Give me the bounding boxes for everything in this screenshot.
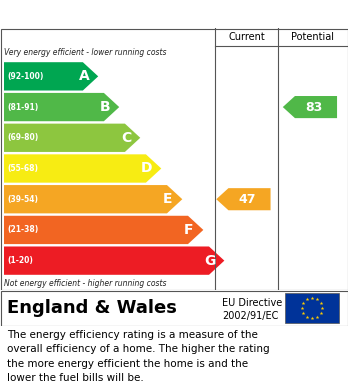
- Text: 83: 83: [305, 100, 322, 113]
- Text: G: G: [204, 254, 216, 268]
- Text: Energy Efficiency Rating: Energy Efficiency Rating: [7, 7, 209, 22]
- Polygon shape: [4, 93, 119, 121]
- Polygon shape: [216, 188, 270, 210]
- Polygon shape: [283, 96, 337, 118]
- Text: C: C: [121, 131, 131, 145]
- Text: (39-54): (39-54): [7, 195, 38, 204]
- Text: D: D: [141, 161, 153, 176]
- Polygon shape: [4, 185, 182, 213]
- Text: England & Wales: England & Wales: [7, 299, 177, 317]
- Text: Not energy efficient - higher running costs: Not energy efficient - higher running co…: [4, 279, 166, 288]
- Text: EU Directive: EU Directive: [222, 298, 282, 308]
- Bar: [285, 293, 339, 323]
- Polygon shape: [4, 216, 203, 244]
- Polygon shape: [4, 62, 98, 90]
- Text: 2002/91/EC: 2002/91/EC: [222, 311, 278, 321]
- Text: The energy efficiency rating is a measure of the
overall efficiency of a home. T: The energy efficiency rating is a measur…: [7, 330, 270, 383]
- Text: Potential: Potential: [292, 32, 334, 42]
- Text: (1-20): (1-20): [7, 256, 33, 265]
- Text: (21-38): (21-38): [7, 226, 38, 235]
- Text: E: E: [163, 192, 173, 206]
- Text: (81-91): (81-91): [7, 102, 38, 111]
- Polygon shape: [4, 154, 161, 183]
- Text: B: B: [100, 100, 110, 114]
- Text: 47: 47: [238, 193, 256, 206]
- Text: (69-80): (69-80): [7, 133, 38, 142]
- Text: Very energy efficient - lower running costs: Very energy efficient - lower running co…: [4, 48, 166, 57]
- Text: (92-100): (92-100): [7, 72, 44, 81]
- Text: F: F: [184, 223, 194, 237]
- Text: A: A: [78, 69, 89, 83]
- Text: (55-68): (55-68): [7, 164, 38, 173]
- Polygon shape: [4, 124, 140, 152]
- Text: Current: Current: [228, 32, 265, 42]
- Polygon shape: [4, 246, 224, 275]
